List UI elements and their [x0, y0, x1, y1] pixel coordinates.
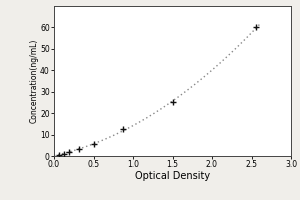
- X-axis label: Optical Density: Optical Density: [135, 171, 210, 181]
- Y-axis label: Concentration(ng/mL): Concentration(ng/mL): [30, 39, 39, 123]
